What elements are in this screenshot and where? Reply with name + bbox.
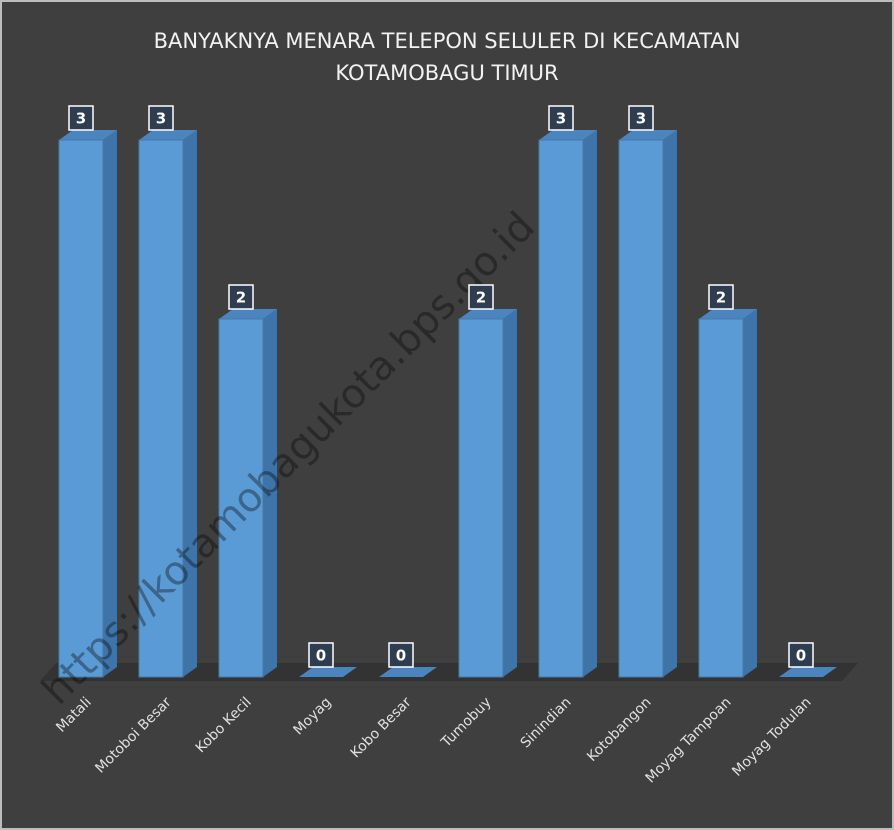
bar-front bbox=[138, 139, 184, 678]
bar-top bbox=[379, 667, 437, 677]
data-label: 2 bbox=[236, 289, 246, 307]
data-label: 2 bbox=[716, 289, 726, 307]
chart-title: BANYAKNYA MENARA TELEPON SELULER DI KECA… bbox=[154, 29, 741, 85]
bar-front bbox=[618, 139, 664, 678]
data-label-box bbox=[228, 284, 254, 310]
data-label-box bbox=[308, 642, 334, 668]
data-label-box bbox=[68, 105, 94, 131]
bar-front bbox=[458, 318, 504, 678]
bar-front bbox=[538, 139, 584, 678]
bar-side bbox=[503, 309, 517, 677]
data-label: 0 bbox=[796, 647, 806, 665]
bar-front bbox=[218, 318, 264, 678]
bar bbox=[538, 130, 597, 678]
bar bbox=[379, 667, 437, 677]
bar-side bbox=[583, 130, 597, 677]
bar-side bbox=[663, 130, 677, 677]
bar bbox=[218, 309, 277, 678]
data-label: 0 bbox=[396, 647, 406, 665]
bar-side bbox=[103, 130, 117, 677]
bar bbox=[458, 309, 517, 678]
data-label-box bbox=[388, 642, 414, 668]
bar-top bbox=[139, 130, 197, 140]
data-label: 0 bbox=[316, 647, 326, 665]
bar-side bbox=[183, 130, 197, 677]
bar-top bbox=[299, 667, 357, 677]
bar bbox=[138, 130, 197, 678]
data-label-box bbox=[548, 105, 574, 131]
bar-side bbox=[263, 309, 277, 677]
bar-top bbox=[779, 667, 837, 677]
data-label: 3 bbox=[636, 110, 646, 128]
bar-top bbox=[59, 130, 117, 140]
data-label: 3 bbox=[76, 110, 86, 128]
data-label: 2 bbox=[476, 289, 486, 307]
bar-top bbox=[539, 130, 597, 140]
bar-front bbox=[58, 139, 104, 678]
bar bbox=[58, 130, 117, 678]
data-label-box bbox=[788, 642, 814, 668]
data-label: 3 bbox=[156, 110, 166, 128]
bar-side bbox=[743, 309, 757, 677]
data-label-box bbox=[708, 284, 734, 310]
bar bbox=[299, 667, 357, 677]
bar bbox=[779, 667, 837, 677]
bar-top bbox=[699, 309, 757, 319]
bar bbox=[698, 309, 757, 678]
data-label-box bbox=[148, 105, 174, 131]
data-label-box bbox=[628, 105, 654, 131]
bar-top bbox=[619, 130, 677, 140]
bar-top bbox=[219, 309, 277, 319]
data-label-box bbox=[468, 284, 494, 310]
data-label: 3 bbox=[556, 110, 566, 128]
bar bbox=[618, 130, 677, 678]
bar-front bbox=[698, 318, 744, 678]
bar-top bbox=[459, 309, 517, 319]
